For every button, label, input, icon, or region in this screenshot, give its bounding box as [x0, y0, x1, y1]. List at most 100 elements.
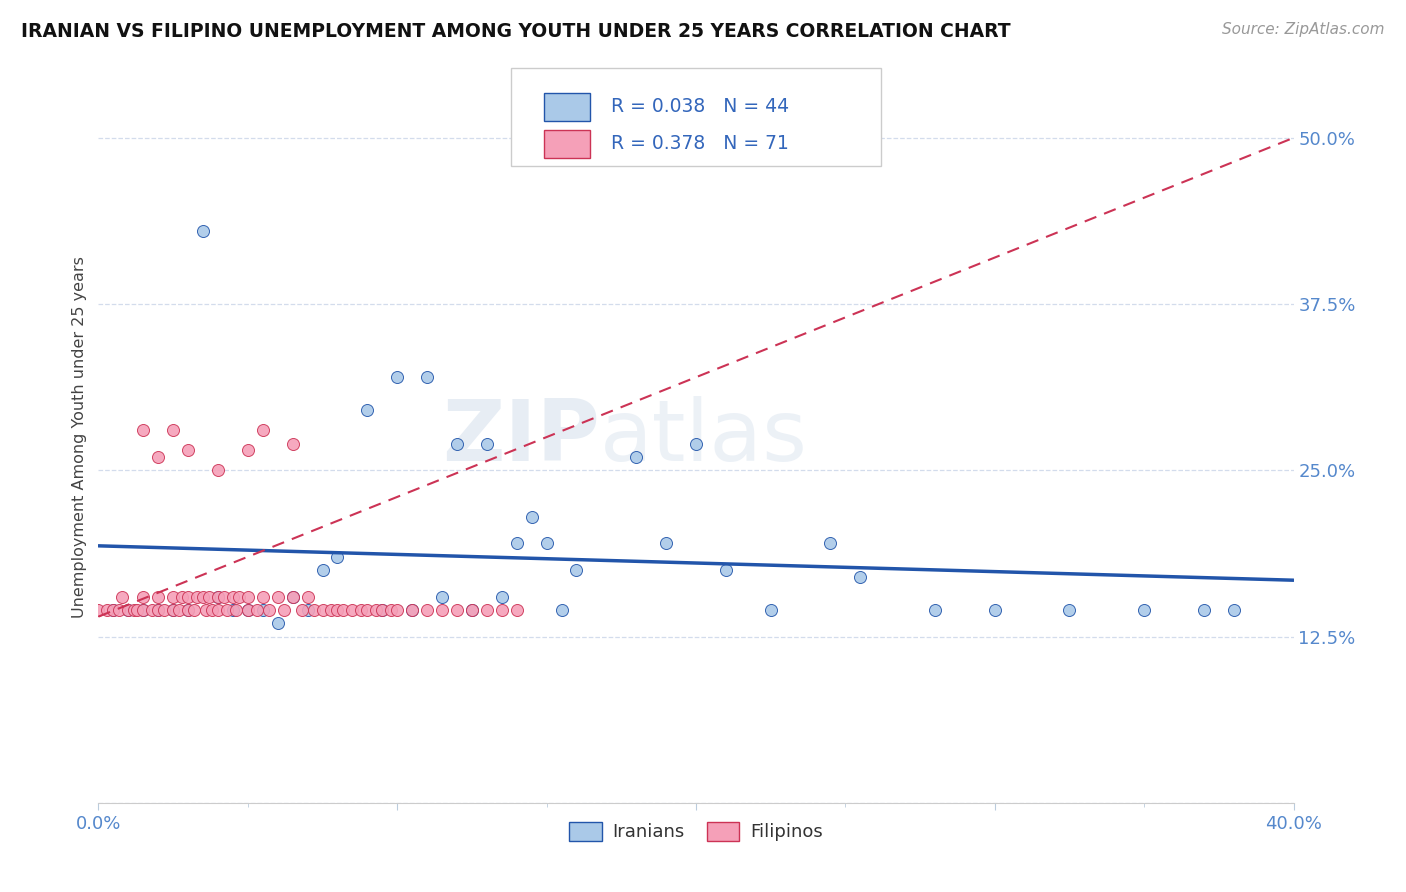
- Point: [385, 370, 409, 384]
- Text: R = 0.378   N = 71: R = 0.378 N = 71: [612, 135, 789, 153]
- Point: [356, 403, 378, 417]
- Point: [536, 536, 558, 550]
- Point: [924, 603, 946, 617]
- Text: ZIP: ZIP: [443, 395, 600, 479]
- Point: [565, 563, 588, 577]
- Bar: [544, 130, 589, 158]
- Point: [311, 563, 333, 577]
- Point: [401, 603, 423, 617]
- Point: [849, 570, 872, 584]
- Point: [430, 590, 453, 604]
- Point: [267, 590, 290, 604]
- Point: [246, 603, 269, 617]
- Point: [183, 603, 205, 617]
- Point: [162, 590, 184, 604]
- Point: [273, 603, 295, 617]
- Point: [127, 603, 149, 617]
- Point: [685, 436, 707, 450]
- Text: R = 0.038   N = 44: R = 0.038 N = 44: [612, 97, 789, 117]
- Point: [198, 590, 221, 604]
- Point: [177, 443, 200, 458]
- Point: [172, 590, 194, 604]
- Point: [148, 590, 170, 604]
- Point: [759, 603, 782, 617]
- Point: [228, 590, 250, 604]
- Point: [124, 603, 146, 617]
- Point: [461, 603, 484, 617]
- Point: [446, 436, 468, 450]
- Point: [236, 590, 259, 604]
- Text: IRANIAN VS FILIPINO UNEMPLOYMENT AMONG YOUTH UNDER 25 YEARS CORRELATION CHART: IRANIAN VS FILIPINO UNEMPLOYMENT AMONG Y…: [21, 22, 1011, 41]
- Point: [195, 603, 218, 617]
- Point: [385, 603, 409, 617]
- Point: [297, 590, 319, 604]
- Point: [252, 603, 274, 617]
- Point: [257, 603, 280, 617]
- Text: atlas: atlas: [600, 395, 808, 479]
- Point: [236, 443, 259, 458]
- Point: [491, 603, 513, 617]
- Point: [148, 603, 170, 617]
- Point: [108, 603, 131, 617]
- Point: [1133, 603, 1156, 617]
- Point: [491, 590, 513, 604]
- Point: [201, 603, 224, 617]
- Point: [267, 616, 290, 631]
- Point: [416, 370, 439, 384]
- Point: [321, 603, 343, 617]
- Legend: Iranians, Filipinos: Iranians, Filipinos: [562, 814, 830, 848]
- Point: [162, 603, 184, 617]
- Point: [1059, 603, 1081, 617]
- Point: [103, 603, 125, 617]
- Point: [222, 603, 245, 617]
- Point: [148, 603, 170, 617]
- Point: [416, 603, 439, 617]
- Point: [326, 603, 349, 617]
- Point: [475, 436, 498, 450]
- Point: [380, 603, 402, 617]
- Point: [162, 424, 184, 438]
- Point: [520, 509, 543, 524]
- Bar: [544, 93, 589, 121]
- Point: [148, 450, 170, 464]
- Point: [332, 603, 354, 617]
- Point: [132, 590, 155, 604]
- Point: [446, 603, 468, 617]
- Point: [281, 436, 304, 450]
- Point: [550, 603, 572, 617]
- Point: [626, 450, 648, 464]
- Point: [236, 603, 259, 617]
- Point: [820, 536, 842, 550]
- Point: [103, 603, 125, 617]
- Point: [984, 603, 1007, 617]
- Point: [236, 603, 259, 617]
- Point: [212, 590, 235, 604]
- Point: [207, 590, 229, 604]
- Point: [1192, 603, 1215, 617]
- Point: [207, 463, 229, 477]
- Point: [186, 590, 208, 604]
- Point: [111, 590, 134, 604]
- Point: [132, 603, 155, 617]
- Point: [207, 603, 229, 617]
- Point: [222, 590, 245, 604]
- Point: [252, 424, 274, 438]
- Point: [291, 603, 314, 617]
- Y-axis label: Unemployment Among Youth under 25 years: Unemployment Among Youth under 25 years: [72, 256, 87, 618]
- Point: [506, 536, 529, 550]
- Point: [153, 603, 176, 617]
- Point: [461, 603, 484, 617]
- Point: [177, 590, 200, 604]
- Point: [87, 603, 110, 617]
- Point: [475, 603, 498, 617]
- Point: [141, 603, 163, 617]
- Point: [714, 563, 737, 577]
- Point: [96, 603, 118, 617]
- Point: [167, 603, 190, 617]
- Point: [191, 590, 214, 604]
- Point: [162, 603, 184, 617]
- Text: Source: ZipAtlas.com: Source: ZipAtlas.com: [1222, 22, 1385, 37]
- Point: [132, 424, 155, 438]
- Point: [350, 603, 373, 617]
- Point: [252, 590, 274, 604]
